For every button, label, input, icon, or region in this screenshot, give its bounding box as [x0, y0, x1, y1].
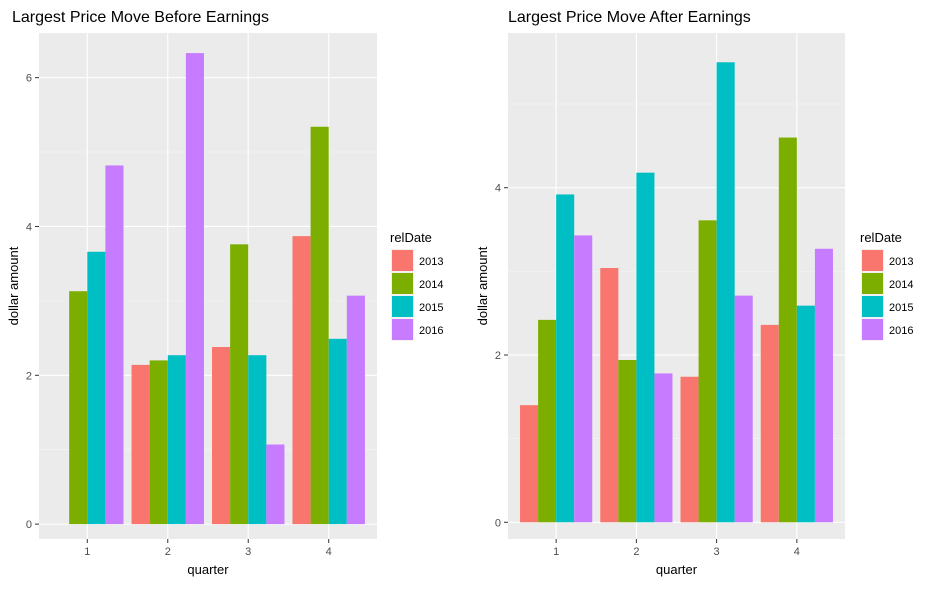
y-tick-label: 0 [495, 517, 501, 529]
chart-panel-1: 0 2 4 6 1 2 3 4 Largest Price Move Before Earnin… [6, 9, 443, 577]
bar-2014-q1 [538, 319, 557, 523]
bar-2013-q2 [600, 268, 619, 523]
bar-2014-q2 [618, 360, 637, 523]
y-tick-label: 4 [495, 183, 501, 195]
chart-panel-2: 0 2 4 1 2 3 4 Largest Price Move After Earnings… [475, 9, 913, 577]
y-tick-label: 2 [495, 350, 501, 362]
bar-2015-q2 [167, 355, 186, 525]
bar-2014-q4 [310, 126, 329, 525]
bar-2013-q3 [212, 347, 231, 525]
legend-swatch-2015 [392, 296, 413, 317]
bar-2013-q4 [292, 236, 311, 525]
legend-label-2014: 2014 [419, 279, 443, 291]
legend-title: relDate [390, 230, 432, 245]
legend-swatch-2015 [862, 296, 883, 317]
bar-2015-q4 [796, 305, 815, 523]
bar-2016-q1 [574, 235, 593, 523]
bar-2015-q4 [328, 338, 347, 525]
bar-2015-q3 [248, 355, 267, 525]
bar-2013-q2 [131, 364, 150, 525]
y-tick-label: 4 [26, 221, 32, 233]
legend-label-2016: 2016 [419, 325, 443, 337]
y-tick-label: 0 [26, 519, 32, 531]
bar-2014-q4 [778, 137, 797, 523]
legend-swatch-2014 [392, 273, 413, 294]
bar-2016-q3 [734, 295, 753, 523]
bar-2013-q4 [760, 324, 779, 523]
x-axis-label: quarter [187, 562, 229, 577]
legend-label-2013: 2013 [889, 256, 913, 268]
bar-2015-q3 [716, 62, 735, 523]
bar-2016-q4 [814, 248, 833, 523]
legend-swatch-2016 [862, 319, 883, 340]
bar-2013-q3 [680, 376, 699, 523]
chart-title: Largest Price Move After Earnings [508, 9, 751, 26]
bar-2016-q2 [185, 53, 204, 525]
x-tick-label: 4 [326, 546, 332, 558]
legend-swatch-2014 [862, 273, 883, 294]
bar-2015-q1 [87, 251, 106, 525]
x-tick-label: 3 [245, 546, 251, 558]
x-tick-label: 1 [84, 546, 90, 558]
y-axis-label: dollar amount [6, 246, 21, 325]
legend: relDate 2013 2014 2015 2016 [860, 230, 913, 341]
x-tick-label: 2 [165, 546, 171, 558]
legend: relDate 2013 2014 2015 2016 [390, 230, 443, 341]
bar-2015-q2 [636, 172, 655, 523]
bar-2014-q3 [698, 220, 717, 523]
bar-2014-q3 [230, 244, 249, 525]
bar-2014-q1 [69, 291, 88, 525]
bar-2013-q1 [520, 405, 539, 523]
bar-2016-q3 [266, 444, 285, 525]
y-tick-label: 6 [26, 73, 32, 85]
bar-2016-q4 [346, 295, 365, 525]
bar-2016-q1 [105, 165, 124, 525]
y-axis-label: dollar amount [475, 246, 490, 325]
legend-swatch-2013 [862, 250, 883, 271]
bar-2015-q1 [556, 194, 575, 523]
chart-title: Largest Price Move Before Earnings [12, 9, 269, 26]
legend-label-2013: 2013 [419, 256, 443, 268]
y-tick-label: 2 [26, 370, 32, 382]
bar-2016-q2 [654, 373, 673, 523]
x-tick-label: 3 [714, 546, 720, 558]
legend-swatch-2013 [392, 250, 413, 271]
bar-2014-q2 [149, 360, 168, 525]
x-tick-label: 2 [633, 546, 639, 558]
legend-label-2015: 2015 [889, 302, 913, 314]
x-axis-label: quarter [656, 562, 698, 577]
legend-label-2015: 2015 [419, 302, 443, 314]
x-tick-label: 4 [794, 546, 800, 558]
legend-label-2014: 2014 [889, 279, 913, 291]
legend-swatch-2016 [392, 319, 413, 340]
x-tick-label: 1 [553, 546, 559, 558]
legend-label-2016: 2016 [889, 325, 913, 337]
legend-title: relDate [860, 230, 902, 245]
